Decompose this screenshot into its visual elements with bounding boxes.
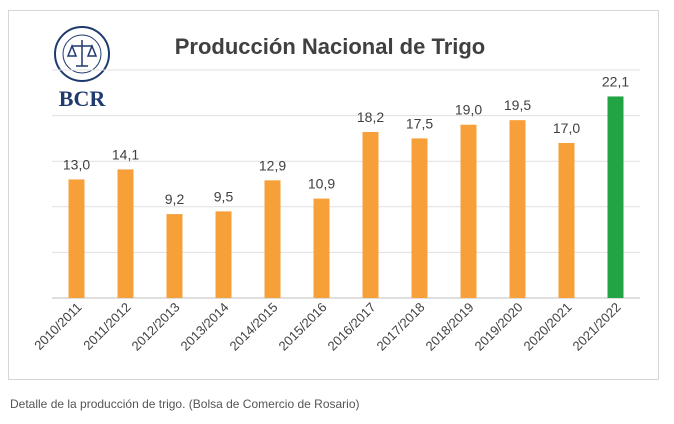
chart: BCR Producción Nacional de Trigo 13,0 14,… <box>31 26 640 354</box>
value-label: 18,2 <box>357 109 384 125</box>
x-tick-label: 2014/2015 <box>227 300 281 354</box>
x-tick-label: 2010/2011 <box>31 300 84 353</box>
value-label: 9,2 <box>165 191 185 207</box>
value-labels: 13,0 14,1 9,2 9,5 12,9 10,9 18,2 17,5 19,0 19,5 17… <box>63 73 629 207</box>
gridlines <box>52 69 640 253</box>
figure-caption: Detalle de la producción de trigo. (Bols… <box>10 397 360 411</box>
value-label: 9,5 <box>214 188 234 204</box>
bar-2014-2015 <box>264 180 281 298</box>
bar-2012-2013 <box>166 214 183 298</box>
bar-2013-2014 <box>215 211 232 298</box>
x-tick-label: 2011/2012 <box>80 300 133 353</box>
chart-title: Producción Nacional de Trigo <box>175 34 486 59</box>
x-tick-label: 2015/2016 <box>276 300 330 354</box>
value-label: 17,5 <box>406 115 433 131</box>
value-label: 12,9 <box>259 157 286 173</box>
x-tick-labels: 2010/20112011/20122012/20132013/20142014… <box>31 300 623 354</box>
bar-2016-2017 <box>362 132 379 298</box>
bar-2021-2022 <box>607 96 624 298</box>
bar-2019-2020 <box>509 120 526 298</box>
bars <box>68 96 624 298</box>
logo-text: BCR <box>59 86 107 111</box>
x-tick-label: 2018/2019 <box>423 300 477 354</box>
x-tick-label: 2019/2020 <box>472 300 526 354</box>
value-label: 13,0 <box>63 156 90 172</box>
chart-frame <box>8 10 659 380</box>
value-label: 10,9 <box>308 176 335 192</box>
x-tick-label: 2013/2014 <box>178 300 232 354</box>
bar-2017-2018 <box>411 138 428 298</box>
bcr-seal-icon <box>54 26 110 82</box>
x-tick-label: 2016/2017 <box>325 300 379 354</box>
bar-2018-2019 <box>460 124 477 298</box>
value-label: 19,5 <box>504 97 531 113</box>
value-label: 22,1 <box>602 73 629 89</box>
x-tick-label: 2017/2018 <box>374 300 428 354</box>
bar-2020-2021 <box>558 142 575 298</box>
value-label: 17,0 <box>553 120 580 136</box>
value-label: 19,0 <box>455 102 482 118</box>
x-tick-label: 2021/2022 <box>570 300 624 354</box>
value-label: 14,1 <box>112 146 139 162</box>
bar-2011-2012 <box>117 169 134 298</box>
bar-2015-2016 <box>313 198 330 298</box>
x-tick-label: 2012/2013 <box>129 300 183 354</box>
x-tick-label: 2020/2021 <box>521 300 575 354</box>
bar-2010-2011 <box>68 179 85 298</box>
